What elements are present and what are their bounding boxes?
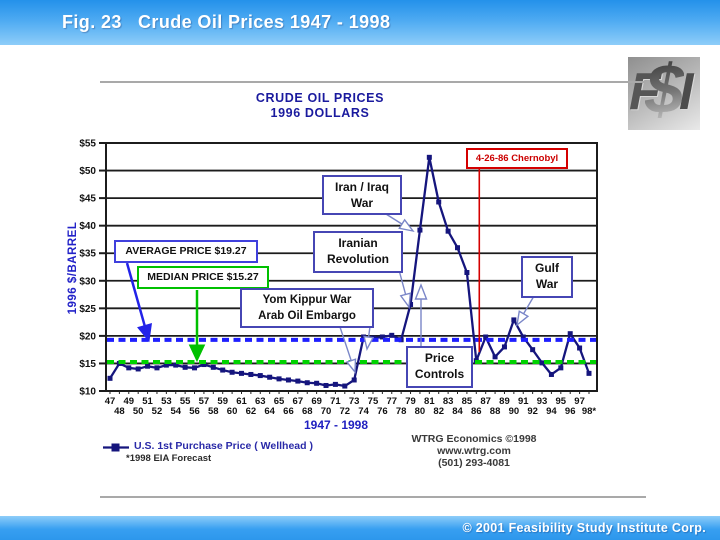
logo-letter-i: I [679, 63, 694, 121]
fsi-logo: F $ I [628, 57, 700, 130]
svg-text:65: 65 [274, 396, 285, 407]
svg-text:82: 82 [433, 406, 444, 417]
svg-text:88: 88 [490, 406, 501, 417]
svg-text:67: 67 [293, 396, 304, 407]
credit-line3: (501) 293-4081 [438, 457, 510, 469]
slide-header-bar: Fig. 23 Crude Oil Prices 1947 - 1998 [0, 0, 720, 45]
svg-text:80: 80 [415, 406, 426, 417]
svg-text:62: 62 [246, 406, 257, 417]
copyright-text: © 2001 Feasibility Study Institute Corp. [462, 521, 706, 535]
x-axis-range-label: 1947 - 1998 [303, 418, 369, 432]
yom-kippur-callout: Yom Kippur War Arab Oil Embargo [240, 288, 374, 328]
gulf-war-callout: Gulf War [521, 256, 573, 298]
svg-text:93: 93 [537, 396, 548, 407]
source-credit: WTRG Economics ©1998 www.wtrg.com (501) … [388, 433, 560, 469]
svg-text:$20: $20 [79, 331, 96, 342]
svg-text:79: 79 [405, 396, 416, 407]
svg-text:$10: $10 [79, 387, 96, 398]
svg-text:84: 84 [452, 406, 463, 417]
svg-text:98*: 98* [582, 406, 597, 417]
chart-title-line1: CRUDE OIL PRICES [255, 91, 385, 105]
svg-text:63: 63 [255, 396, 266, 407]
svg-text:94: 94 [546, 406, 557, 417]
svg-text:$25: $25 [79, 304, 96, 315]
svg-text:73: 73 [349, 396, 360, 407]
svg-text:69: 69 [311, 396, 322, 407]
svg-text:$45: $45 [79, 194, 96, 205]
svg-text:60: 60 [227, 406, 238, 417]
iranian-revolution-callout: Iranian Revolution [313, 231, 403, 273]
svg-text:52: 52 [152, 406, 163, 417]
svg-text:91: 91 [518, 396, 529, 407]
svg-text:$15: $15 [79, 359, 96, 370]
chart-title: CRUDE OIL PRICES 1996 DOLLARS [200, 91, 440, 121]
svg-text:58: 58 [208, 406, 219, 417]
svg-text:92: 92 [527, 406, 538, 417]
svg-text:72: 72 [340, 406, 351, 417]
svg-text:64: 64 [264, 406, 275, 417]
svg-text:$55: $55 [79, 139, 96, 150]
svg-text:77: 77 [386, 396, 397, 407]
svg-text:55: 55 [180, 396, 191, 407]
svg-text:$30: $30 [79, 276, 96, 287]
svg-text:90: 90 [509, 406, 520, 417]
legend-forecast-footnote: *1998 EIA Forecast [126, 453, 212, 464]
svg-text:59: 59 [217, 396, 228, 407]
svg-text:71: 71 [330, 396, 341, 407]
svg-text:49: 49 [123, 396, 134, 407]
svg-text:70: 70 [321, 406, 332, 417]
svg-text:97: 97 [574, 396, 585, 407]
svg-text:66: 66 [283, 406, 294, 417]
slide-title: Fig. 23 Crude Oil Prices 1947 - 1998 [62, 12, 391, 32]
credit-line1: WTRG Economics ©1998 [411, 433, 537, 445]
svg-text:89: 89 [499, 396, 510, 407]
svg-text:51: 51 [142, 396, 153, 407]
svg-text:48: 48 [114, 406, 125, 417]
chernobyl-event-callout: 4-26-86 Chernobyl [466, 148, 568, 169]
svg-text:53: 53 [161, 396, 172, 407]
slide-footer-bar: © 2001 Feasibility Study Institute Corp. [0, 516, 720, 540]
svg-text:68: 68 [302, 406, 313, 417]
credit-line2: www.wtrg.com [437, 445, 511, 457]
svg-text:47: 47 [105, 396, 116, 407]
svg-text:95: 95 [556, 396, 567, 407]
svg-text:75: 75 [368, 396, 379, 407]
svg-text:57: 57 [199, 396, 210, 407]
svg-text:61: 61 [236, 396, 247, 407]
iran-iraq-war-callout: Iran / Iraq War [322, 175, 402, 215]
svg-text:54: 54 [170, 406, 181, 417]
svg-text:96: 96 [565, 406, 576, 417]
average-price-callout: AVERAGE PRICE $19.27 [114, 240, 258, 263]
svg-text:56: 56 [189, 406, 200, 417]
svg-text:83: 83 [443, 396, 454, 407]
svg-text:$50: $50 [79, 166, 96, 177]
svg-text:74: 74 [358, 406, 369, 417]
median-price-callout: MEDIAN PRICE $15.27 [137, 266, 269, 289]
svg-text:78: 78 [396, 406, 407, 417]
chart-title-line2: 1996 DOLLARS [270, 106, 370, 120]
legend-series-label: U.S. 1st Purchase Price ( Wellhead ) [134, 440, 313, 452]
top-divider [100, 81, 646, 83]
svg-text:76: 76 [377, 406, 388, 417]
svg-text:81: 81 [424, 396, 435, 407]
bottom-divider [100, 496, 646, 498]
price-controls-callout: Price Controls [406, 346, 473, 388]
svg-text:85: 85 [462, 396, 473, 407]
svg-text:87: 87 [480, 396, 491, 407]
logo-dollar-icon: $ [645, 57, 684, 124]
logo-letter-f: F [629, 66, 661, 118]
svg-text:$35: $35 [79, 249, 96, 260]
svg-text:50: 50 [133, 406, 144, 417]
svg-text:$40: $40 [79, 221, 96, 232]
svg-text:86: 86 [471, 406, 482, 417]
